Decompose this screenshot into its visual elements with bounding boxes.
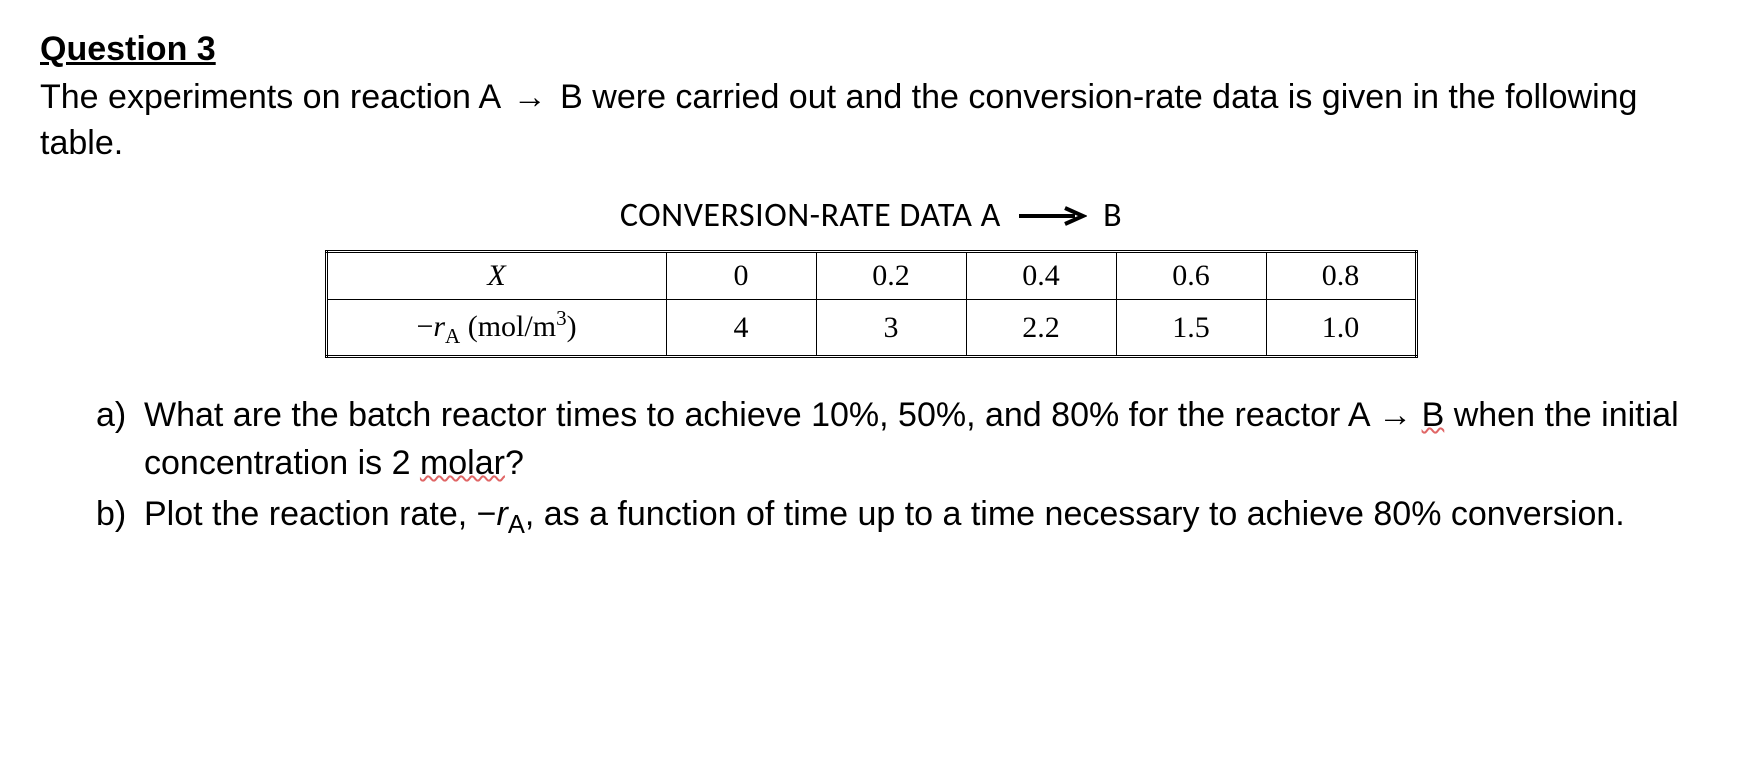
question-title: Question 3 <box>40 30 1702 69</box>
table-cell: 0.8 <box>1266 252 1416 300</box>
table-row: X 0 0.2 0.4 0.6 0.8 <box>326 252 1416 300</box>
a-text-molar: molar <box>420 444 505 482</box>
subquestion-a: a) What are the batch reactor times to a… <box>96 392 1702 487</box>
table-container: X 0 0.2 0.4 0.6 0.8 −rA (mol/m3) 4 3 2.2… <box>40 250 1702 358</box>
a-text-3: ? <box>505 444 524 482</box>
rate-minus: − <box>416 310 433 343</box>
b-text-r: r <box>496 495 507 533</box>
row-header-x: X <box>326 252 666 300</box>
table-cell: 1.5 <box>1116 300 1266 357</box>
conversion-rate-table: X 0 0.2 0.4 0.6 0.8 −rA (mol/m3) 4 3 2.2… <box>325 250 1418 358</box>
table-title-prefix: CONVERSION-RATE DATA A <box>620 195 1001 236</box>
row-header-x-label: X <box>487 259 505 292</box>
table-cell: 0.6 <box>1116 252 1266 300</box>
rate-unit-post: ) <box>567 310 577 343</box>
subquestion-b-body: Plot the reaction rate, −rA, as a functi… <box>144 491 1702 543</box>
rate-sub: A <box>445 324 460 348</box>
arrow-icon: → <box>509 75 551 121</box>
a-text-B: B <box>1422 396 1445 434</box>
table-cell: 4 <box>666 300 816 357</box>
table-cell: 3 <box>816 300 966 357</box>
intro-text-prefix: The experiments on reaction A <box>40 78 509 116</box>
rate-unit-sup: 3 <box>556 306 567 330</box>
subquestion-b: b) Plot the reaction rate, −rA, as a fun… <box>96 491 1702 543</box>
question-page: Question 3 The experiments on reaction A… <box>0 0 1742 578</box>
marker-b: b) <box>96 491 144 543</box>
big-arrow-icon <box>1017 195 1087 236</box>
table-cell: 0 <box>666 252 816 300</box>
table-cell: 0.2 <box>816 252 966 300</box>
rate-unit-pre: (mol/m <box>460 310 556 343</box>
table-cell: 0.4 <box>966 252 1116 300</box>
question-intro: The experiments on reaction A → B were c… <box>40 75 1702 167</box>
table-cell: 2.2 <box>966 300 1116 357</box>
table-cell: 1.0 <box>1266 300 1416 357</box>
table-title: CONVERSION-RATE DATA A B <box>40 195 1702 240</box>
b-text-2: , as a function of time up to a time nec… <box>525 495 1625 533</box>
marker-a: a) <box>96 392 144 487</box>
b-text-sub: A <box>508 511 525 539</box>
row-header-rate: −rA (mol/m3) <box>326 300 666 357</box>
table-row: −rA (mol/m3) 4 3 2.2 1.5 1.0 <box>326 300 1416 357</box>
b-text-1: Plot the reaction rate, − <box>144 495 496 533</box>
rate-r: r <box>433 310 445 343</box>
subquestion-list: a) What are the batch reactor times to a… <box>40 392 1702 544</box>
a-text-1: What are the batch reactor times to achi… <box>144 396 1422 434</box>
subquestion-a-body: What are the batch reactor times to achi… <box>144 392 1702 487</box>
table-title-suffix: B <box>1103 195 1122 236</box>
